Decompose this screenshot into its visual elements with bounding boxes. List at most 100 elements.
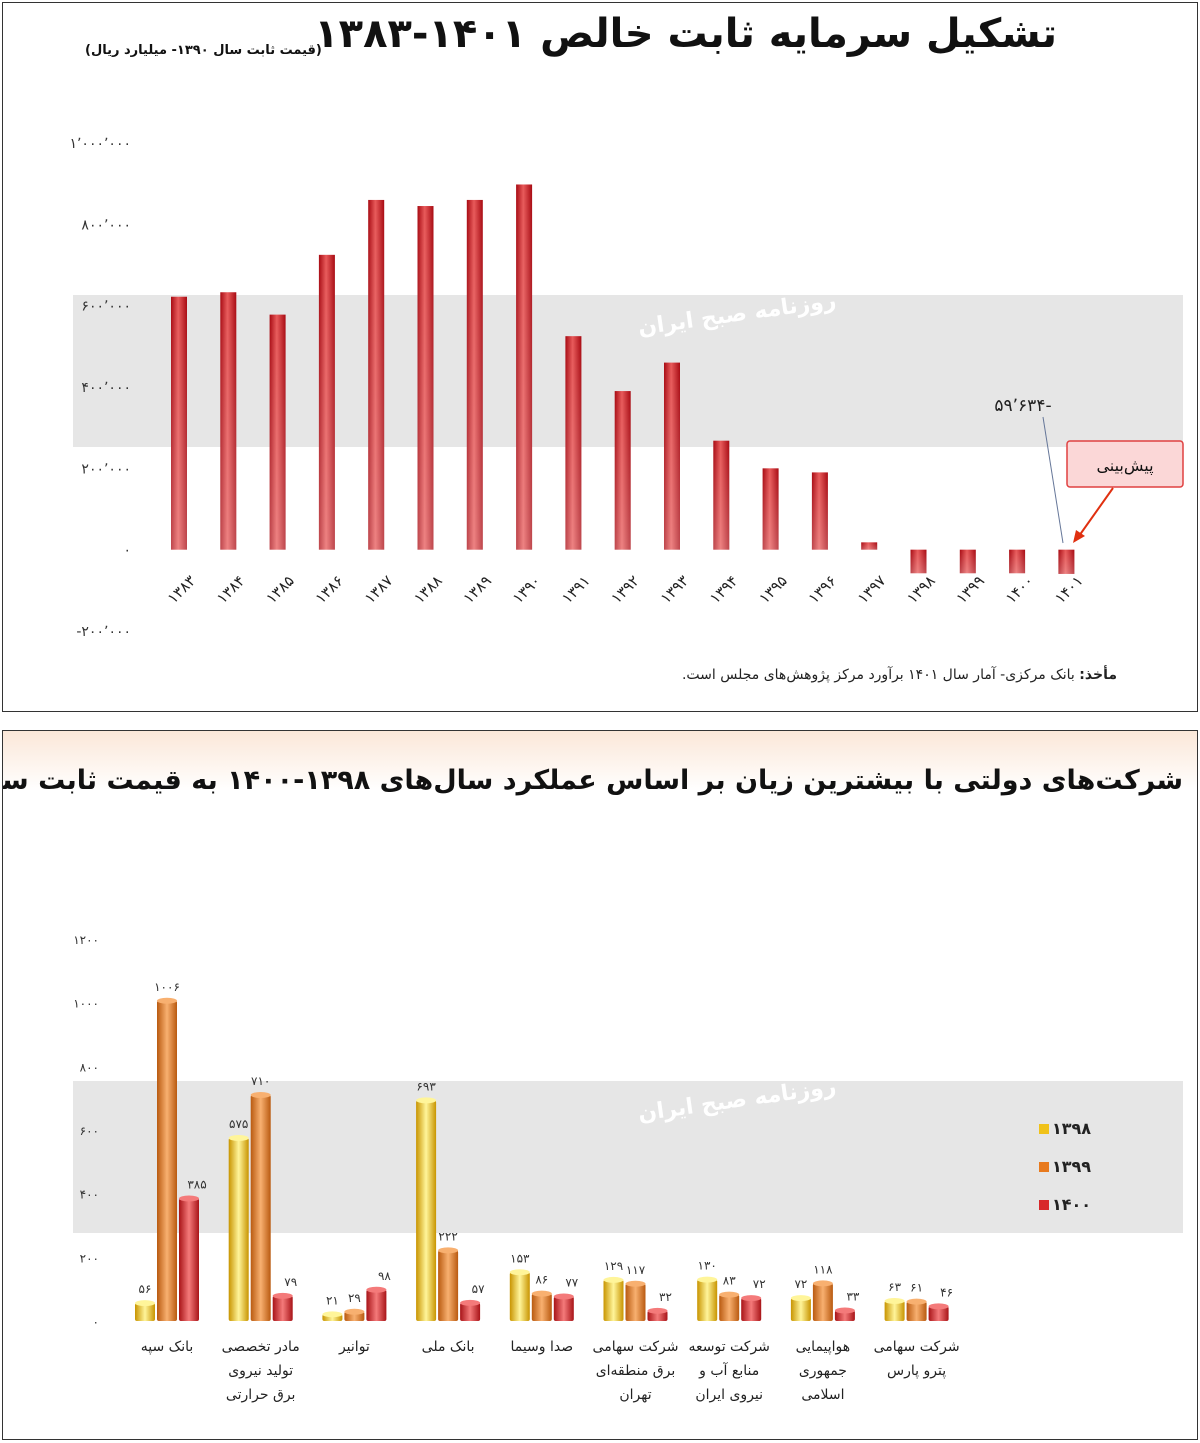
- data-label: ۵۷: [472, 1282, 485, 1296]
- bar-s2-c2: [366, 1289, 387, 1321]
- x-category-label: صدا وسیما: [510, 1339, 573, 1355]
- legend-label: ۱۴۰۰: [1052, 1195, 1091, 1214]
- y-tick-label: ۲۰۰٬۰۰۰: [81, 461, 131, 477]
- x-category-label: تهران: [619, 1387, 651, 1403]
- x-category-label: برق حرارتی: [226, 1387, 296, 1403]
- x-category-label: جمهوری: [799, 1363, 847, 1379]
- bar-s0-c8: [884, 1300, 905, 1321]
- data-label: ۶۹۳: [416, 1079, 436, 1093]
- bar-shine-11: [713, 440, 730, 550]
- chart-1-svg: -۲۰۰٬۰۰۰ ۰ ۲۰۰٬۰۰۰ ۴۰۰٬۰۰۰ ۶۰۰٬۰۰۰ ۸۰۰٬۰۰۰ ۱٬۰…: [69, 136, 1184, 640]
- bar-cap: [250, 1091, 271, 1098]
- data-label: ۴۶: [940, 1285, 953, 1299]
- bar-s1-c5: [625, 1283, 646, 1321]
- bar-shine-13: [811, 472, 828, 550]
- y-tick-label: ۶۰۰٬۰۰۰: [81, 299, 131, 315]
- data-label: ۱۱۸: [813, 1262, 833, 1276]
- x-category-label: تولید نیروی: [228, 1363, 293, 1379]
- bar-cap: [272, 1292, 293, 1299]
- bar-shine-16: [959, 549, 976, 574]
- legend-swatch: [1039, 1200, 1049, 1210]
- x-tick-label: ۱۳۹۵: [755, 572, 791, 608]
- bar-s1-c8: [906, 1301, 927, 1321]
- x-category-label: هواپیمایی: [796, 1339, 851, 1355]
- y-tick-label: ۸۰۰٬۰۰۰: [81, 217, 131, 233]
- bar-shine-12: [762, 468, 779, 550]
- source-text: بانک مرکزی- آمار سال ۱۴۰۱ برآورد مرکز پژ…: [681, 667, 1075, 683]
- y-tick-label: ۱۰۰۰: [73, 997, 99, 1011]
- bar-cap: [179, 1195, 199, 1202]
- data-label: ۳۲: [659, 1290, 672, 1304]
- x-category-label: پترو پارس: [887, 1363, 946, 1379]
- chart-1-title: تشکیل سرمایه ثابت خالص ۱۴۰۱-۱۳۸۳: [314, 11, 1057, 57]
- x-tick-label: ۱۳۹۷: [854, 572, 890, 608]
- chart-2-title: شرکت‌های دولتی با بیشترین زیان بر اساس ع…: [2, 765, 1183, 796]
- bar-cap: [416, 1097, 437, 1104]
- bar-cap: [135, 1300, 155, 1307]
- y-tick-label: ۴۰۰٬۰۰۰: [81, 380, 131, 396]
- bar-cap: [834, 1307, 855, 1314]
- x-category-label: شرکت سهامی: [593, 1339, 679, 1355]
- source-label: مأخذ:: [1079, 667, 1117, 683]
- x-tick-label: ۱۴۰۰: [1002, 572, 1038, 608]
- bar-s2-c6: [741, 1298, 762, 1321]
- x-tick-label: ۱۳۹۱: [558, 572, 594, 608]
- forecast-box: [1066, 440, 1184, 488]
- bar-s1-c3: [438, 1250, 459, 1321]
- bar-cap: [509, 1269, 530, 1276]
- bar-cap: [228, 1134, 249, 1141]
- chart-1-subtitle: (قیمت ثابت سال ۱۳۹۰- میلیارد ریال): [85, 43, 322, 58]
- bar-shine-4: [368, 199, 385, 550]
- legend-swatch: [1039, 1124, 1049, 1134]
- bar-s1-c6: [719, 1294, 740, 1321]
- data-label: ۱۲۹: [604, 1259, 623, 1273]
- x-tick-label: ۱۳۹۶: [805, 572, 841, 608]
- legend-swatch: [1039, 1162, 1049, 1172]
- data-label: ۱۵۳: [510, 1251, 530, 1265]
- data-label: ۷۷: [565, 1275, 578, 1289]
- y-tick-label: -۲۰۰٬۰۰۰: [76, 624, 131, 640]
- bar-shine-3: [318, 254, 335, 550]
- data-label: ۷۲: [794, 1277, 807, 1291]
- data-label: ۳۳: [846, 1289, 859, 1303]
- bar-s0-c6: [697, 1279, 718, 1321]
- y-tick-label: ۰: [93, 1315, 99, 1329]
- x-category-label: توانیر: [338, 1339, 370, 1355]
- data-label: ۱۱۷: [626, 1263, 646, 1277]
- y-tick-label: ۱٬۰۰۰٬۰۰۰: [69, 136, 131, 152]
- bar-shine-18: [1058, 549, 1075, 574]
- bar-cap: [906, 1298, 927, 1305]
- annotation-leader-line: [1042, 416, 1064, 544]
- x-tick-label: ۱۳۹۸: [903, 572, 939, 608]
- bar-cap: [884, 1297, 905, 1304]
- bar-cap: [928, 1303, 949, 1310]
- bar-cap: [553, 1293, 574, 1300]
- forecast-arrow: [1078, 487, 1114, 537]
- x-tick-label: ۱۳۹۰: [509, 572, 545, 608]
- x-tick-label: ۱۳۹۳: [657, 572, 693, 608]
- bar-s1-c7: [812, 1283, 833, 1321]
- data-label: ۵۷۵: [229, 1117, 248, 1131]
- x-category-label: برق منطقه‌ای: [596, 1363, 676, 1379]
- bar-cap: [719, 1291, 740, 1298]
- bar-s2-c1: [272, 1295, 293, 1321]
- bar-s1-c0: [157, 1000, 177, 1321]
- chart-panel-1: -۲۰۰٬۰۰۰ ۰ ۲۰۰٬۰۰۰ ۴۰۰٬۰۰۰ ۶۰۰٬۰۰۰ ۸۰۰٬۰۰۰ ۱٬۰…: [2, 2, 1198, 712]
- bar-s2-c4: [553, 1296, 574, 1321]
- bar-s2-c8: [928, 1306, 949, 1321]
- x-category-label: بانک ملی: [422, 1339, 475, 1355]
- legend-label: ۱۳۹۹: [1052, 1157, 1091, 1176]
- bar-shine-15: [910, 549, 927, 574]
- bar-shine-7: [516, 184, 533, 550]
- y-tick-label: ۱۲۰۰: [73, 933, 99, 947]
- bar-shine-0: [171, 296, 187, 550]
- legend-label: ۱۳۹۸: [1052, 1119, 1091, 1138]
- bar-s2-c7: [834, 1310, 855, 1321]
- x-tick-label: ۱۳۹۹: [953, 572, 989, 608]
- data-label: ۵۶: [139, 1282, 152, 1296]
- x-tick-label: ۱۳۸۷: [361, 572, 397, 608]
- bar-s0-c1: [228, 1137, 249, 1321]
- bar-s1-c1: [250, 1094, 271, 1321]
- y-tick-label: ۸۰۰: [80, 1060, 99, 1074]
- y-tick-label: ۶۰۰: [80, 1124, 99, 1138]
